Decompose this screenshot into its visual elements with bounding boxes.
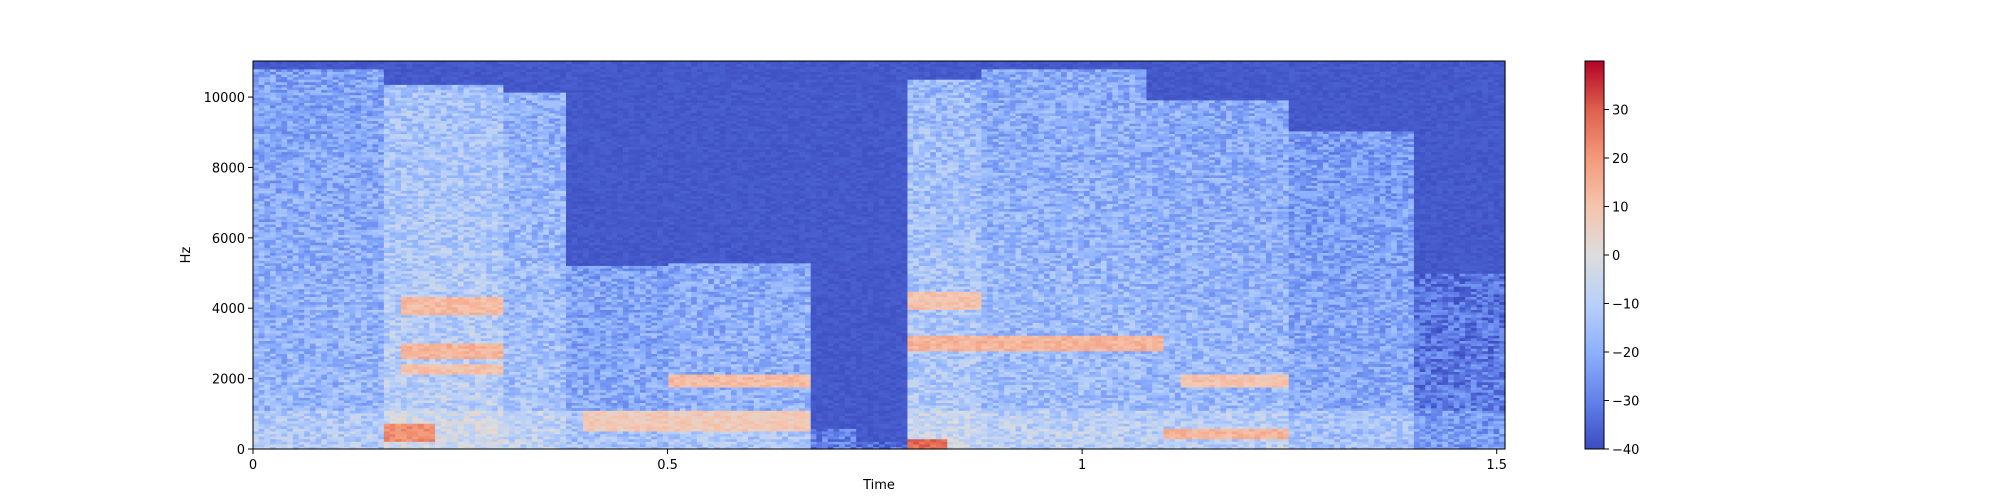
- spectrogram-heatmap: [253, 61, 1506, 450]
